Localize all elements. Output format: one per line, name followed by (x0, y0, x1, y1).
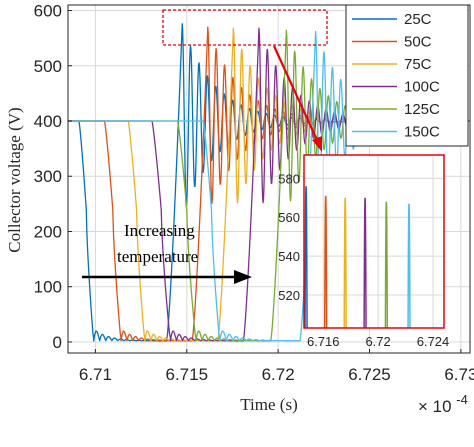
inset-peak-50c (323, 195, 328, 328)
x-tick-label: 6.72 (262, 365, 295, 384)
y-tick-label: 300 (34, 167, 62, 186)
axis-ticks: 6.71 6.715 6.72 6.725 6.73 0 100 200 300 400 500 60… (34, 2, 474, 384)
inset-y-tick-label: 540 (278, 249, 300, 264)
x-multiplier-exponent: -4 (456, 392, 468, 407)
plot-frame (67, 4, 471, 354)
inset-x-tick-label: 6.724 (417, 334, 450, 349)
legend-label-50c: 50C (404, 34, 432, 51)
zoom-arrow (272, 45, 322, 152)
temperature-annotation: Increasing temperature (82, 221, 252, 284)
y-tick-label: 500 (34, 57, 62, 76)
inset-background (304, 155, 444, 328)
x-tick-label: 6.71 (79, 365, 112, 384)
legend-label-100c: 100C (404, 79, 440, 96)
inset-peak-150c (407, 203, 411, 328)
annotation-line-1: Increasing (124, 221, 195, 240)
legend-label-125c: 125C (404, 101, 440, 118)
y-tick-label: 600 (34, 2, 62, 21)
y-tick-label: 400 (34, 112, 62, 131)
zoom-inset: 6.716 6.72 6.724 520 540 560 580 (278, 154, 449, 349)
y-tick-label: 0 (53, 333, 62, 352)
x-multiplier-base: × 10 (418, 397, 452, 416)
inset-grid (304, 155, 444, 328)
inset-peak-100c (363, 197, 367, 328)
legend-label-150c: 150C (404, 124, 440, 141)
legend-label-75c: 75C (404, 56, 432, 73)
x-tick-label: 6.73 (444, 365, 474, 384)
inset-frame (303, 154, 445, 329)
legend: 25C 50C 75C 100C 125C 150C (345, 4, 469, 147)
inset-axis-ticks: 6.716 6.72 6.724 520 540 560 580 (278, 171, 449, 349)
inset-x-tick-label: 6.716 (307, 334, 340, 349)
y-tick-label: 200 (34, 222, 62, 241)
inset-peak-125c (384, 201, 389, 328)
legend-box (345, 4, 469, 147)
x-axis-multiplier: × 10 -4 (418, 392, 468, 416)
inset-y-tick-label: 560 (278, 210, 300, 225)
legend-label-25c: 25C (404, 11, 432, 28)
x-axis-label: Time (s) (240, 395, 297, 414)
x-tick-label: 6.715 (165, 365, 208, 384)
inset-y-tick-label: 580 (278, 171, 300, 186)
inset-peak-25c (304, 186, 308, 328)
y-axis-label: Collector voltage (V) (5, 107, 24, 252)
annotation-line-2: temperature (117, 247, 198, 266)
peak-highlight-box (162, 9, 328, 46)
inset-peaks (304, 186, 411, 328)
y-tick-label: 100 (34, 278, 62, 297)
inset-x-tick-label: 6.72 (365, 334, 390, 349)
inset-peak-75c (343, 197, 347, 328)
inset-y-tick-label: 520 (278, 288, 300, 303)
x-tick-label: 6.725 (348, 365, 391, 384)
